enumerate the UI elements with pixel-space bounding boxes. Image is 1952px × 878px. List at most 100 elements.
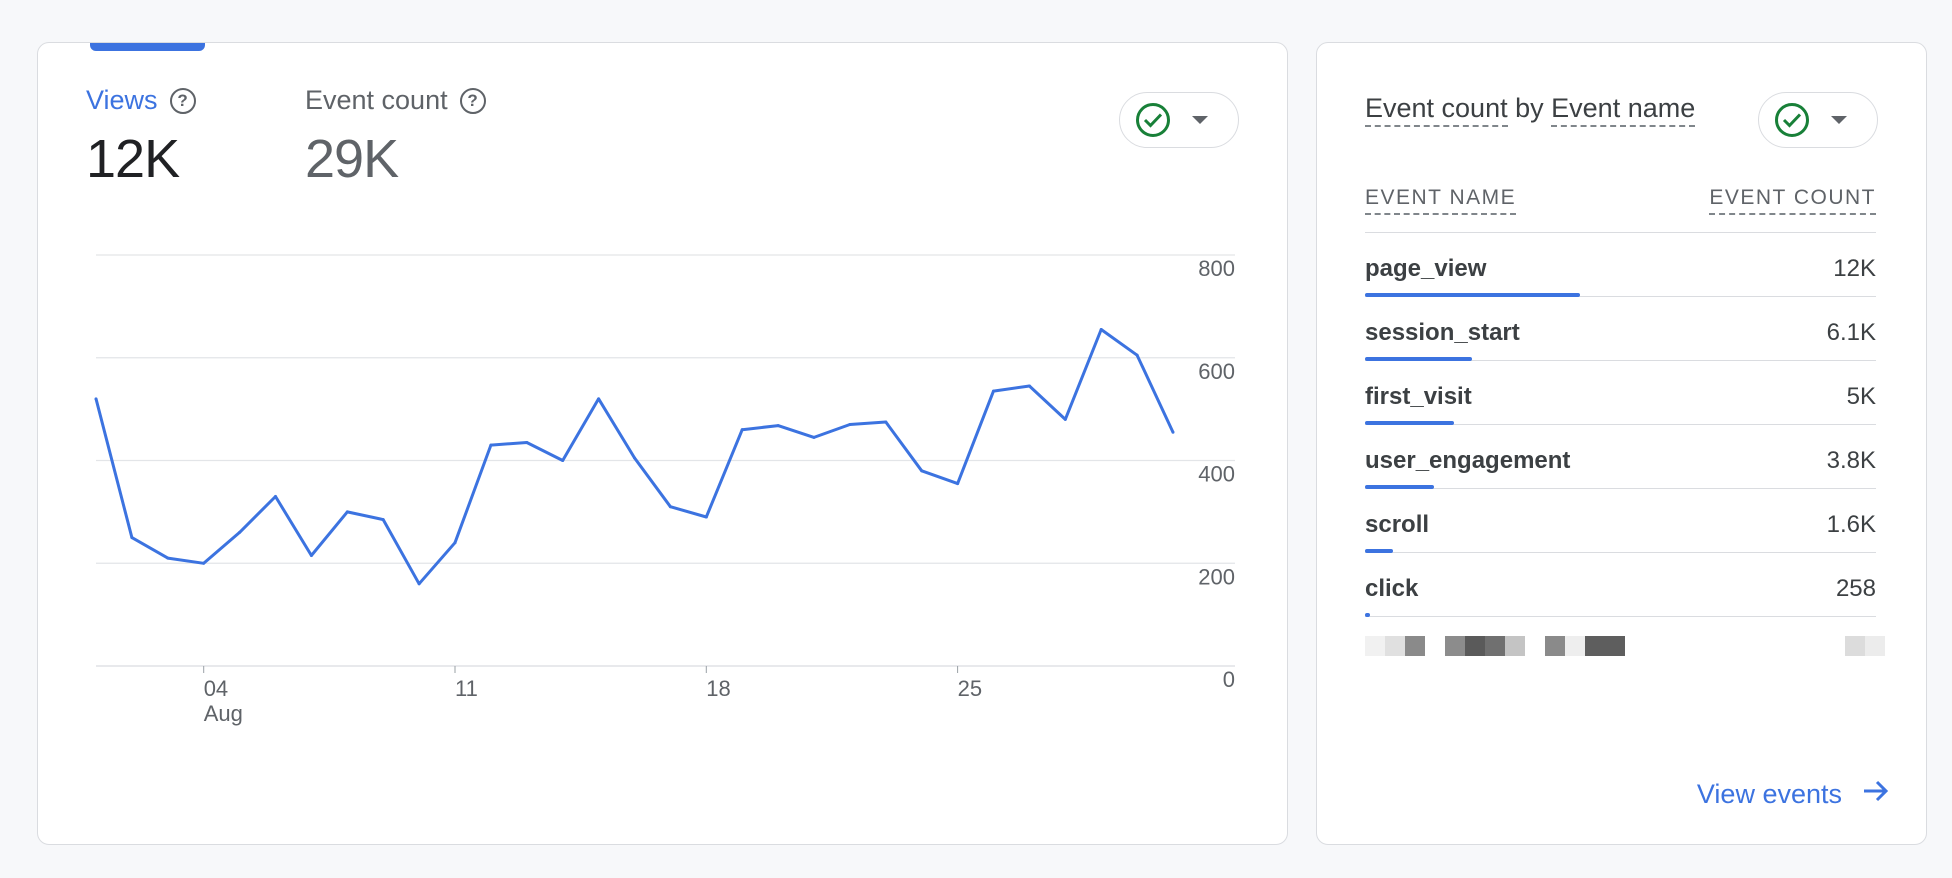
row-divider: [1365, 616, 1876, 617]
event-name: user_engagement: [1365, 447, 1571, 474]
row-divider: [1365, 360, 1876, 361]
data-point: [776, 424, 780, 428]
event-count: 6.1K: [1826, 319, 1876, 346]
views-chart-card: Views ? 12K Event count ? 29K 0 200 400 600…: [37, 42, 1288, 845]
data-point: [992, 389, 995, 393]
help-icon[interactable]: ?: [169, 87, 196, 114]
data-point: [704, 515, 708, 519]
column-header-event-name[interactable]: EVENT NAME: [1365, 186, 1517, 215]
view-events-link[interactable]: View events: [1697, 779, 1890, 810]
metric-dimension-label[interactable]: Event count: [1365, 93, 1508, 127]
data-point: [1171, 430, 1175, 434]
data-point: [956, 482, 960, 486]
view-events-label[interactable]: View events: [1696, 779, 1842, 809]
x-tick-label: 25: [958, 676, 982, 701]
table-header: EVENT NAME EVENT COUNT: [1365, 186, 1876, 215]
share-bar: [1365, 421, 1455, 425]
event-name: first_visit: [1365, 383, 1472, 410]
event-name: page_view: [1365, 255, 1487, 282]
event-name: session_start: [1365, 319, 1520, 346]
data-point: [489, 443, 493, 447]
pixelated-redacted-row: [1365, 636, 1885, 686]
share-bar: [1365, 293, 1580, 297]
metric-value: 29K: [305, 129, 399, 189]
y-tick-label: 0: [1223, 667, 1235, 692]
arrow-right-icon[interactable]: [1862, 779, 1890, 810]
event-count-card: Event count by Event name EVENT NAME EVE…: [1316, 42, 1927, 845]
divider: [1365, 232, 1876, 233]
share-bar: [1365, 485, 1434, 489]
check-circle-icon: [1775, 103, 1809, 137]
data-point: [1063, 417, 1067, 421]
table-row[interactable]: click 258: [1365, 553, 1876, 617]
x-tick-label: 11: [455, 676, 478, 701]
event-count: 3.8K: [1826, 447, 1876, 474]
card-title: Event count by Event name: [1365, 93, 1696, 127]
data-point: [309, 554, 313, 558]
data-point: [884, 420, 888, 424]
data-point: [274, 494, 277, 498]
metric-label[interactable]: Views: [86, 85, 158, 115]
metric-tab-event-count[interactable]: Event count ? 29K: [305, 85, 486, 190]
data-point: [1135, 353, 1139, 357]
table-row[interactable]: session_start 6.1K: [1365, 297, 1876, 361]
data-point: [920, 469, 924, 473]
data-point: [238, 530, 242, 534]
metric-value: 12K: [86, 129, 180, 189]
event-count: 5K: [1846, 383, 1876, 410]
check-circle-icon: [1136, 103, 1170, 137]
data-quality-dropdown[interactable]: [1758, 92, 1878, 148]
caret-down-icon: [1192, 116, 1208, 124]
data-point: [453, 541, 457, 545]
event-count: 258: [1835, 575, 1876, 602]
data-point: [633, 456, 636, 460]
share-bar: [1365, 357, 1473, 361]
table-row[interactable]: first_visit 5K: [1365, 361, 1876, 425]
table-row[interactable]: scroll 1.6K: [1365, 489, 1876, 553]
table-row[interactable]: page_view 12K: [1365, 233, 1876, 297]
data-point: [94, 397, 98, 401]
data-point: [1099, 327, 1103, 331]
data-point: [202, 561, 206, 565]
data-point: [740, 428, 744, 432]
data-point: [848, 423, 852, 427]
title-connector: by: [1515, 93, 1544, 123]
event-count: 1.6K: [1826, 511, 1876, 538]
data-point: [1027, 384, 1031, 388]
caret-down-icon: [1831, 116, 1847, 124]
data-point: [812, 435, 816, 439]
share-bar: [1365, 613, 1371, 617]
column-header-event-count[interactable]: EVENT COUNT: [1709, 186, 1876, 215]
x-tick-sublabel: Aug: [204, 701, 243, 726]
data-point: [525, 441, 529, 445]
share-bar: [1365, 549, 1394, 553]
x-tick-label: 18: [706, 676, 730, 701]
data-point: [130, 536, 134, 540]
metric-label[interactable]: Event count: [305, 85, 448, 115]
row-divider: [1365, 552, 1876, 553]
row-divider: [1365, 296, 1876, 297]
active-tab-indicator: [90, 43, 205, 51]
help-icon[interactable]: ?: [459, 87, 486, 114]
row-divider: [1365, 424, 1876, 425]
table-row[interactable]: user_engagement 3.8K: [1365, 425, 1876, 489]
event-name: scroll: [1365, 511, 1430, 538]
row-divider: [1365, 488, 1876, 489]
y-tick-label: 600: [1198, 359, 1235, 384]
data-point: [597, 397, 601, 401]
y-tick-label: 200: [1198, 564, 1235, 589]
event-count: 12K: [1833, 255, 1876, 282]
data-point: [166, 556, 170, 560]
data-point: [381, 518, 385, 522]
x-tick-label: 04: [204, 676, 228, 701]
data-point: [417, 582, 421, 586]
data-point: [561, 459, 565, 462]
data-quality-dropdown[interactable]: [1119, 92, 1239, 148]
y-tick-label: 800: [1198, 256, 1235, 281]
data-point: [345, 510, 349, 514]
metric-tab-views[interactable]: Views ? 12K: [86, 85, 196, 190]
dimension-label[interactable]: Event name: [1551, 93, 1696, 127]
data-point: [668, 505, 672, 509]
y-tick-label: 400: [1198, 462, 1235, 487]
